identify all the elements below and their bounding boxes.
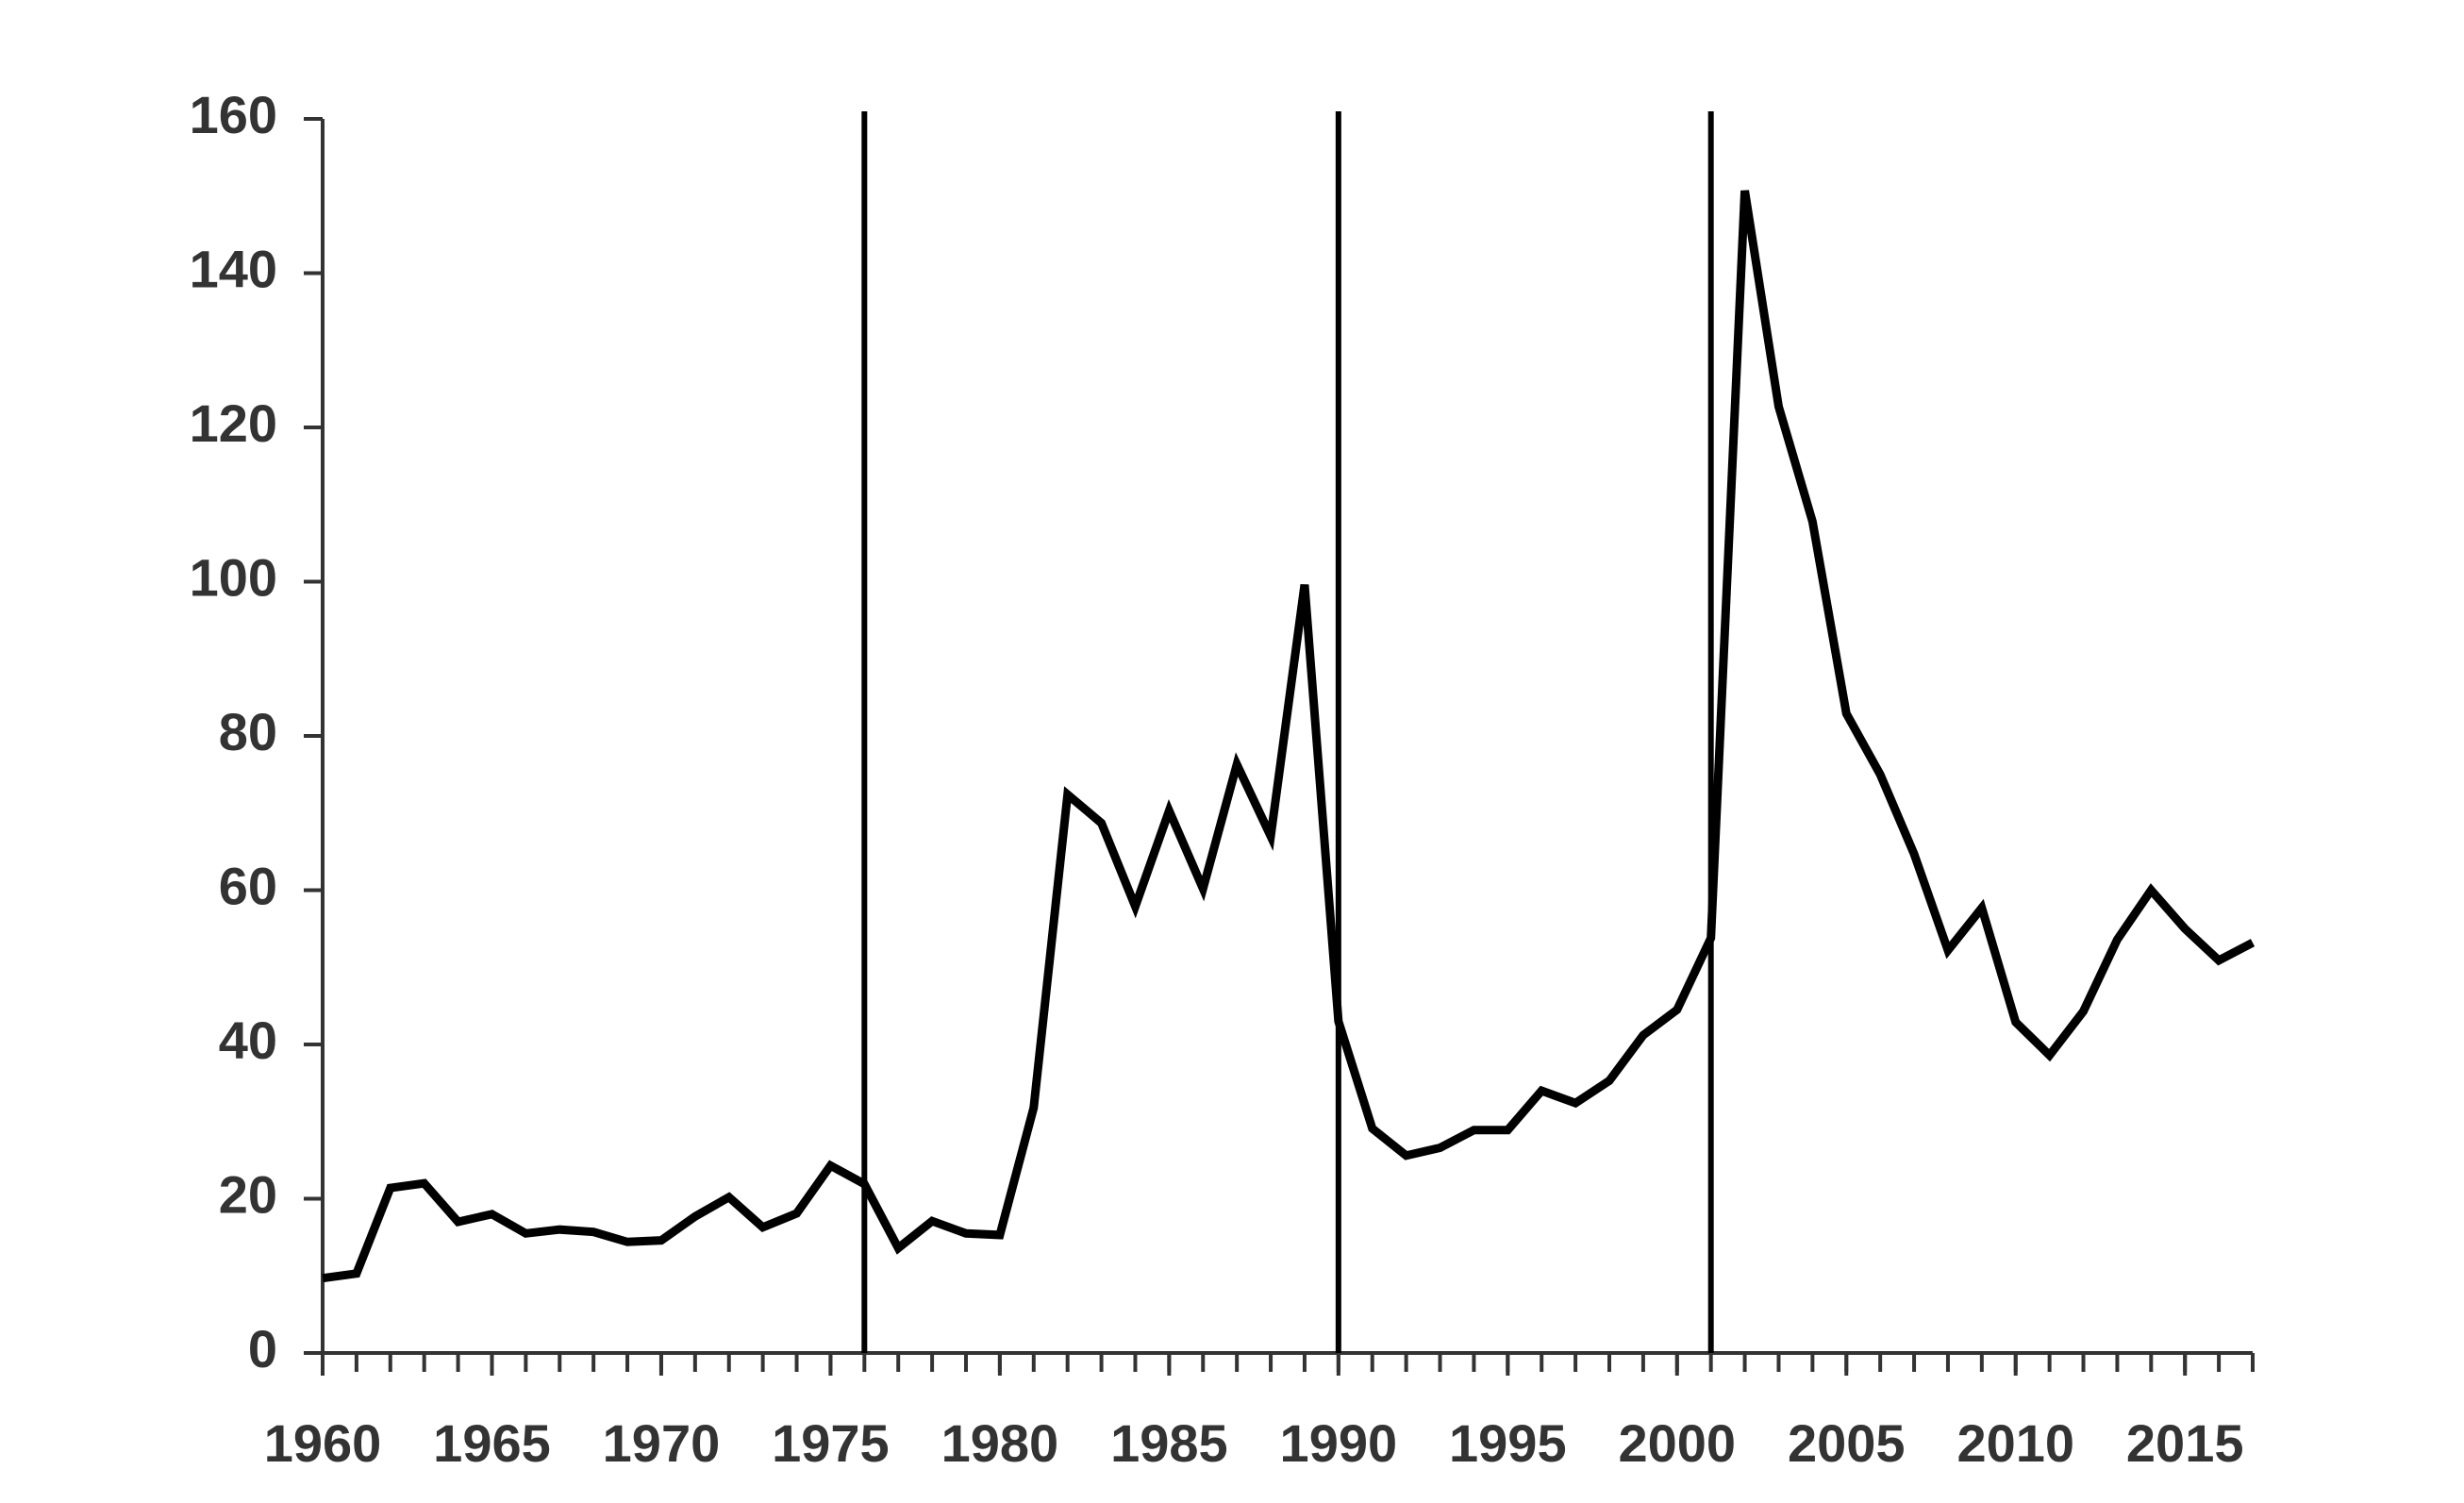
x-tick-label: 2015 [2126,1413,2244,1473]
data-line [322,190,2256,1283]
x-tick-label: 1990 [1280,1413,1398,1473]
x-tick-label: 1970 [603,1413,721,1473]
y-tick-label: 60 [219,856,277,915]
y-tick-label: 0 [248,1319,277,1378]
x-tick-label: 1980 [941,1413,1059,1473]
x-tick-label: 1995 [1449,1413,1567,1473]
y-tick-label: 80 [219,702,277,761]
x-tick-label: 1985 [1110,1413,1228,1473]
y-tick-label: 40 [219,1010,277,1070]
y-tick-label: 120 [190,393,277,453]
y-tick-label: 160 [190,85,277,144]
y-tick-label: 20 [219,1164,277,1224]
y-tick-label: 140 [190,239,277,298]
x-tick-label: 1960 [264,1413,382,1473]
y-tick-label: 100 [190,547,277,607]
x-tick-label: 2010 [1956,1413,2074,1473]
x-tick-label: 1965 [433,1413,551,1473]
x-tick-label: 1975 [772,1413,890,1473]
x-tick-label: 2005 [1788,1413,1906,1473]
x-tick-label: 2000 [1619,1413,1737,1473]
